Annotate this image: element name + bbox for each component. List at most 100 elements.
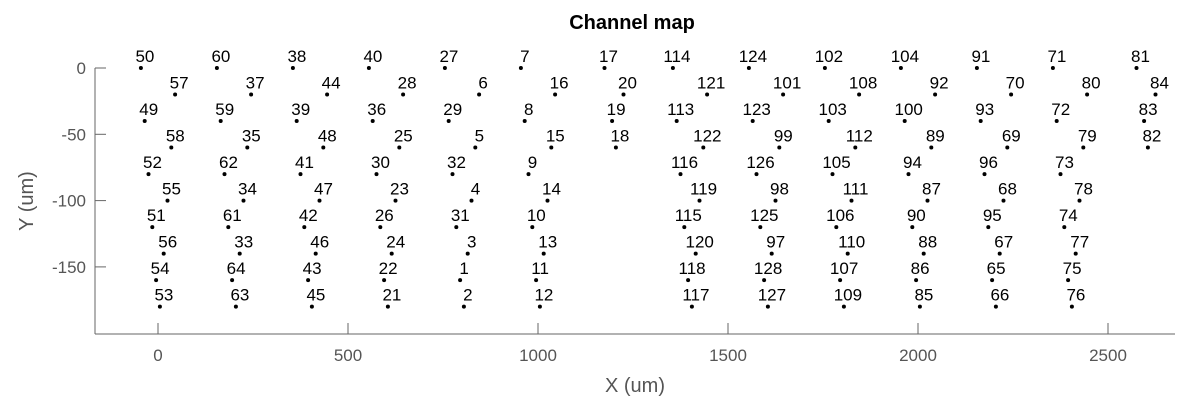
channel-dot xyxy=(758,225,763,230)
channel-dot xyxy=(530,225,535,230)
channel-dot xyxy=(1145,145,1150,150)
channel-point: 59 xyxy=(215,100,234,124)
channel-label: 121 xyxy=(697,74,725,93)
channel-label: 109 xyxy=(834,286,862,305)
channel-point: 74 xyxy=(1059,206,1078,230)
x-tick-label: 2500 xyxy=(1089,346,1127,365)
channel-point: 23 xyxy=(390,180,409,203)
channel-dot xyxy=(522,119,527,124)
channel-dot xyxy=(830,172,835,177)
channel-dot xyxy=(1153,92,1158,97)
channel-label: 110 xyxy=(838,233,865,252)
channel-label: 125 xyxy=(750,206,778,225)
channel-point: 114 xyxy=(663,47,690,70)
channel-dot xyxy=(613,145,618,150)
channel-point: 97 xyxy=(766,233,785,256)
channel-label: 20 xyxy=(618,74,637,93)
channel-point: 48 xyxy=(318,127,337,150)
channel-label: 103 xyxy=(819,100,847,119)
channel-dot xyxy=(157,304,162,309)
channel-label: 48 xyxy=(318,127,337,146)
channel-dot xyxy=(982,172,987,177)
channel-label: 50 xyxy=(135,47,154,66)
channel-dot xyxy=(302,225,307,230)
channel-dot xyxy=(762,278,767,283)
channel-label: 98 xyxy=(770,180,789,199)
channel-dot xyxy=(154,278,159,283)
x-axis-label: X (um) xyxy=(605,375,665,397)
channel-dot xyxy=(701,145,706,150)
channel-label: 57 xyxy=(170,74,189,93)
channel-label: 74 xyxy=(1059,206,1078,225)
channel-dot xyxy=(549,145,554,150)
channel-label: 89 xyxy=(926,127,945,146)
channel-dot xyxy=(401,92,406,97)
channel-dot xyxy=(693,251,698,256)
channel-dot xyxy=(477,92,482,97)
channel-label: 25 xyxy=(394,127,413,146)
channel-point: 14 xyxy=(542,180,561,203)
channel-label: 61 xyxy=(223,206,242,225)
channel-label: 104 xyxy=(891,47,919,66)
channel-point: 20 xyxy=(618,74,637,97)
channel-dot xyxy=(317,198,322,203)
channel-label: 115 xyxy=(675,206,702,225)
channel-label: 80 xyxy=(1082,74,1101,93)
channel-label: 116 xyxy=(671,153,698,172)
channel-point: 40 xyxy=(363,47,382,70)
channel-label: 31 xyxy=(451,206,470,225)
channel-dot xyxy=(602,66,607,70)
channel-point: 82 xyxy=(1142,127,1161,150)
channel-point: 19 xyxy=(607,100,626,124)
channel-label: 22 xyxy=(379,259,398,278)
channel-label: 9 xyxy=(528,153,537,172)
channel-point: 81 xyxy=(1131,47,1150,70)
y-tick-label: 0 xyxy=(77,59,86,78)
channel-point: 63 xyxy=(230,286,249,309)
channel-label: 65 xyxy=(987,259,1006,278)
channel-label: 53 xyxy=(154,286,173,305)
channel-point: 5 xyxy=(473,127,484,150)
channel-point: 18 xyxy=(610,127,629,150)
channel-dot xyxy=(370,119,375,124)
channel-label: 97 xyxy=(766,233,785,252)
channel-label: 68 xyxy=(998,180,1017,199)
channel-point: 78 xyxy=(1074,180,1093,203)
channel-label: 40 xyxy=(363,47,382,66)
channel-dot xyxy=(165,198,170,203)
channel-dot xyxy=(1009,92,1014,97)
channel-point: 51 xyxy=(147,206,166,230)
channel-point: 7 xyxy=(518,47,530,70)
channel-label: 30 xyxy=(371,153,390,172)
channel-dot xyxy=(990,278,995,283)
channel-label: 92 xyxy=(930,74,949,93)
channel-dot xyxy=(1073,251,1078,256)
channel-dot xyxy=(366,66,371,70)
channel-dot xyxy=(553,92,558,97)
channel-point: 115 xyxy=(675,206,702,230)
channel-label: 85 xyxy=(914,286,933,305)
channel-label: 58 xyxy=(166,127,185,146)
channel-point: 50 xyxy=(135,47,154,70)
channel-label: 19 xyxy=(607,100,626,119)
channel-dot xyxy=(218,119,223,124)
channel-dot xyxy=(781,92,786,97)
channel-label: 12 xyxy=(534,286,553,305)
channel-label: 34 xyxy=(238,180,257,199)
channel-label: 59 xyxy=(215,100,234,119)
channel-point: 46 xyxy=(310,233,329,256)
channel-label: 81 xyxy=(1131,47,1150,66)
channel-dot xyxy=(921,251,926,256)
channel-dot xyxy=(834,225,839,230)
channel-label: 117 xyxy=(682,286,709,305)
channel-dot xyxy=(378,225,383,230)
channel-point: 17 xyxy=(599,47,618,70)
channel-point: 1 xyxy=(458,259,469,283)
channel-dot xyxy=(309,304,314,309)
channel-label: 11 xyxy=(531,259,549,278)
channel-dot xyxy=(845,251,850,256)
channel-point: 62 xyxy=(219,153,238,177)
channel-dot xyxy=(914,278,919,283)
channel-label: 90 xyxy=(907,206,926,225)
channel-dot xyxy=(925,198,930,203)
